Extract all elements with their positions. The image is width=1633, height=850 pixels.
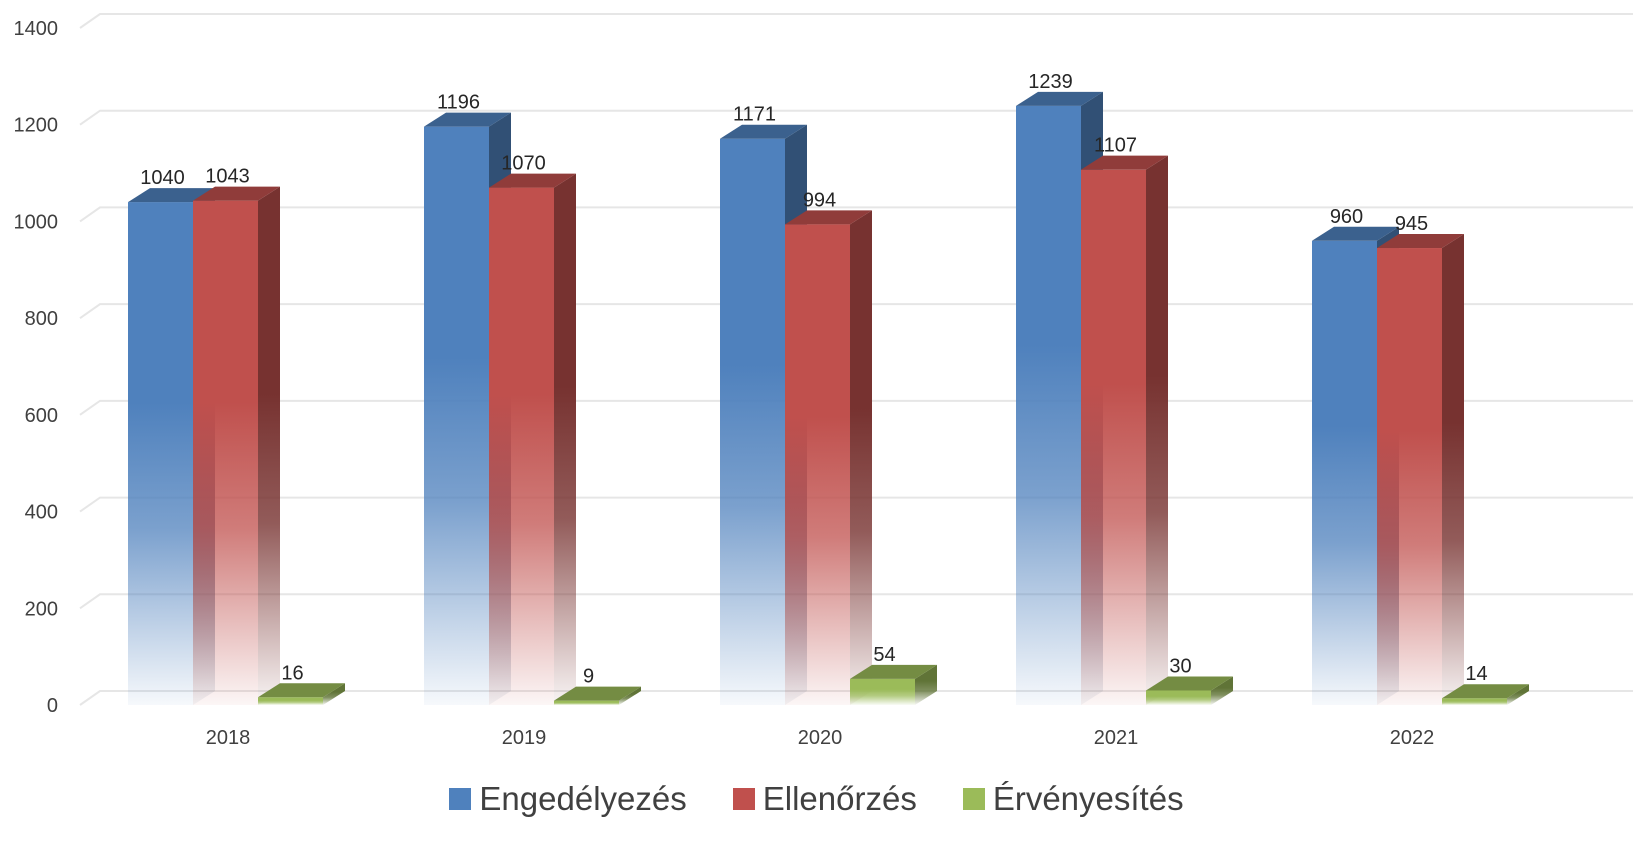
y-tick-label-600: 600 bbox=[25, 405, 58, 427]
data-label-Engedélyezés-2018: 1040 bbox=[140, 167, 185, 189]
data-label-Engedélyezés-2019: 1196 bbox=[437, 92, 480, 114]
data-labels: 1040 1043 16 1196 1070 9 1171 994 54 1239 1107 30 96… bbox=[140, 71, 1487, 688]
data-label-Engedélyezés-2020: 1171 bbox=[733, 104, 776, 126]
bar-Érvényesítés-2018 bbox=[258, 683, 345, 705]
legend-item-1: Ellenőrzés bbox=[732, 780, 917, 818]
data-label-Ellenőrzés-2019: 1070 bbox=[501, 153, 546, 175]
bar-Érvényesítés-2022 bbox=[1442, 684, 1529, 705]
y-tick-label-200: 200 bbox=[25, 598, 58, 620]
legend-label-2: Érvényesítés bbox=[992, 780, 1184, 817]
data-label-Érvényesítés-2022: 14 bbox=[1465, 663, 1487, 685]
legend: Engedélyezés Ellenőrzés Érvényesítés bbox=[0, 780, 1633, 818]
y-axis: 0 200 400 600 800 1000 1200 1400 bbox=[14, 18, 59, 717]
data-label-Ellenőrzés-2021: 1107 bbox=[1094, 135, 1137, 157]
x-tick-label-2018: 2018 bbox=[206, 727, 251, 749]
y-tick-label-0: 0 bbox=[47, 695, 58, 717]
data-label-Érvényesítés-2020: 54 bbox=[873, 644, 895, 666]
y-tick-label-1000: 1000 bbox=[14, 211, 59, 233]
legend-item-2: Érvényesítés bbox=[962, 780, 1184, 818]
data-label-Ellenőrzés-2018: 1043 bbox=[205, 166, 250, 188]
x-tick-label-2022: 2022 bbox=[1390, 727, 1435, 749]
grid bbox=[79, 13, 1633, 706]
data-label-Érvényesítés-2021: 30 bbox=[1169, 655, 1191, 677]
y-tick-label-800: 800 bbox=[25, 308, 58, 330]
y-tick-label-1200: 1200 bbox=[14, 115, 59, 137]
gridline-1200 bbox=[79, 109, 1633, 126]
x-tick-label-2020: 2020 bbox=[798, 727, 843, 749]
bar-Ellenőrzés-2022 bbox=[1377, 234, 1464, 705]
data-label-Ellenőrzés-2022: 945 bbox=[1395, 213, 1428, 235]
x-axis: 2018 2019 2020 2021 2022 bbox=[206, 727, 1435, 749]
data-label-Engedélyezés-2021: 1239 bbox=[1028, 71, 1073, 93]
bar-Ellenőrzés-2018 bbox=[193, 186, 280, 705]
y-tick-label-400: 400 bbox=[25, 502, 58, 524]
y-tick-label-1400: 1400 bbox=[14, 18, 59, 40]
data-label-Érvényesítés-2018: 16 bbox=[281, 662, 303, 684]
legend-swatch-1 bbox=[732, 788, 755, 810]
legend-swatch-0 bbox=[449, 788, 472, 810]
legend-label-0: Engedélyezés bbox=[479, 780, 687, 817]
bar-Ellenőrzés-2019 bbox=[489, 173, 576, 706]
bar-Érvényesítés-2020 bbox=[850, 664, 937, 705]
bar-Ellenőrzés-2020 bbox=[785, 210, 872, 705]
gridline-1400 bbox=[79, 13, 1633, 29]
data-label-Ellenőrzés-2020: 994 bbox=[803, 189, 836, 211]
legend-label-1: Ellenőrzés bbox=[762, 780, 917, 817]
data-label-Érvényesítés-2019: 9 bbox=[583, 666, 594, 688]
data-label-Engedélyezés-2022: 960 bbox=[1330, 206, 1363, 228]
bar-Érvényesítés-2021 bbox=[1146, 676, 1233, 705]
bars bbox=[128, 91, 1529, 706]
bar-Ellenőrzés-2021 bbox=[1081, 155, 1168, 706]
x-tick-label-2019: 2019 bbox=[502, 727, 547, 749]
legend-item-0: Engedélyezés bbox=[449, 780, 687, 818]
x-tick-label-2021: 2021 bbox=[1094, 727, 1139, 749]
legend-swatch-2 bbox=[962, 788, 985, 810]
bar-Érvényesítés-2019 bbox=[554, 686, 641, 705]
